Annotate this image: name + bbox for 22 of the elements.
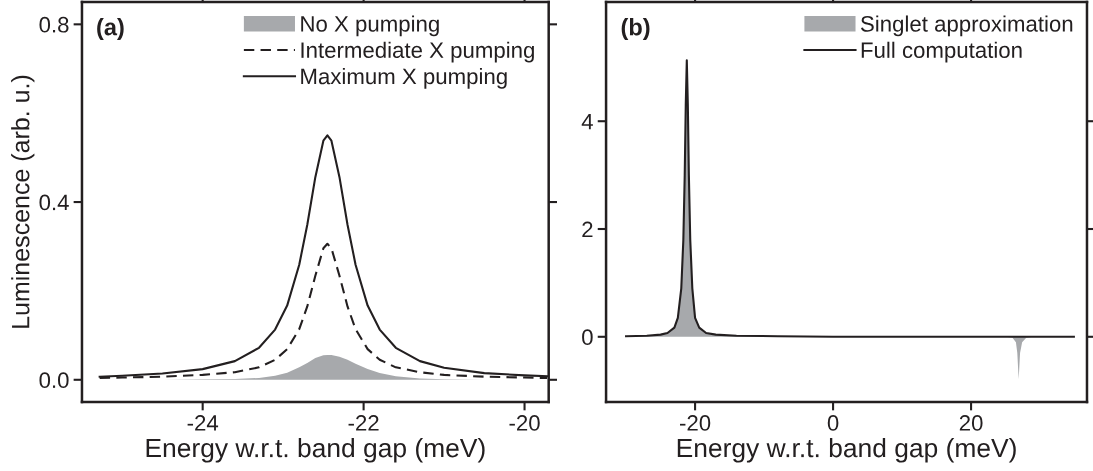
y-tick-label: 0 [582, 329, 593, 346]
annotation: (a) [97, 18, 124, 41]
legend-label: Full computation [861, 41, 1022, 63]
x-tick-label: -24 [187, 415, 219, 431]
x-tick-label: -20 [509, 415, 540, 431]
x-tick-label: 0 [827, 415, 839, 431]
y-tick-label: 0.4 [39, 194, 69, 211]
x-tick-label: -22 [348, 415, 379, 431]
x-axis-title: Energy w.r.t. band gap (meV) [146, 437, 485, 463]
legend-label: No X pumping [301, 15, 439, 37]
y-tick-label: 2 [582, 221, 593, 238]
annotation: (b) [621, 18, 650, 41]
legend-label: Singlet approximation [860, 15, 1073, 37]
y-tick-label: 4 [581, 113, 593, 130]
legend-label: Intermediate X pumping [301, 41, 534, 63]
x-tick-label: 20 [959, 415, 983, 431]
y-tick-label: 0.8 [39, 16, 69, 33]
x-axis-title: Energy w.r.t. band gap (meV) [677, 437, 1016, 463]
x-tick-label: -20 [680, 415, 711, 431]
y-tick-label: 0.0 [39, 372, 69, 389]
y-axis-title: Luminescence (arb. u.) [11, 75, 35, 328]
legend-label: Maximum X pumping [301, 67, 507, 89]
